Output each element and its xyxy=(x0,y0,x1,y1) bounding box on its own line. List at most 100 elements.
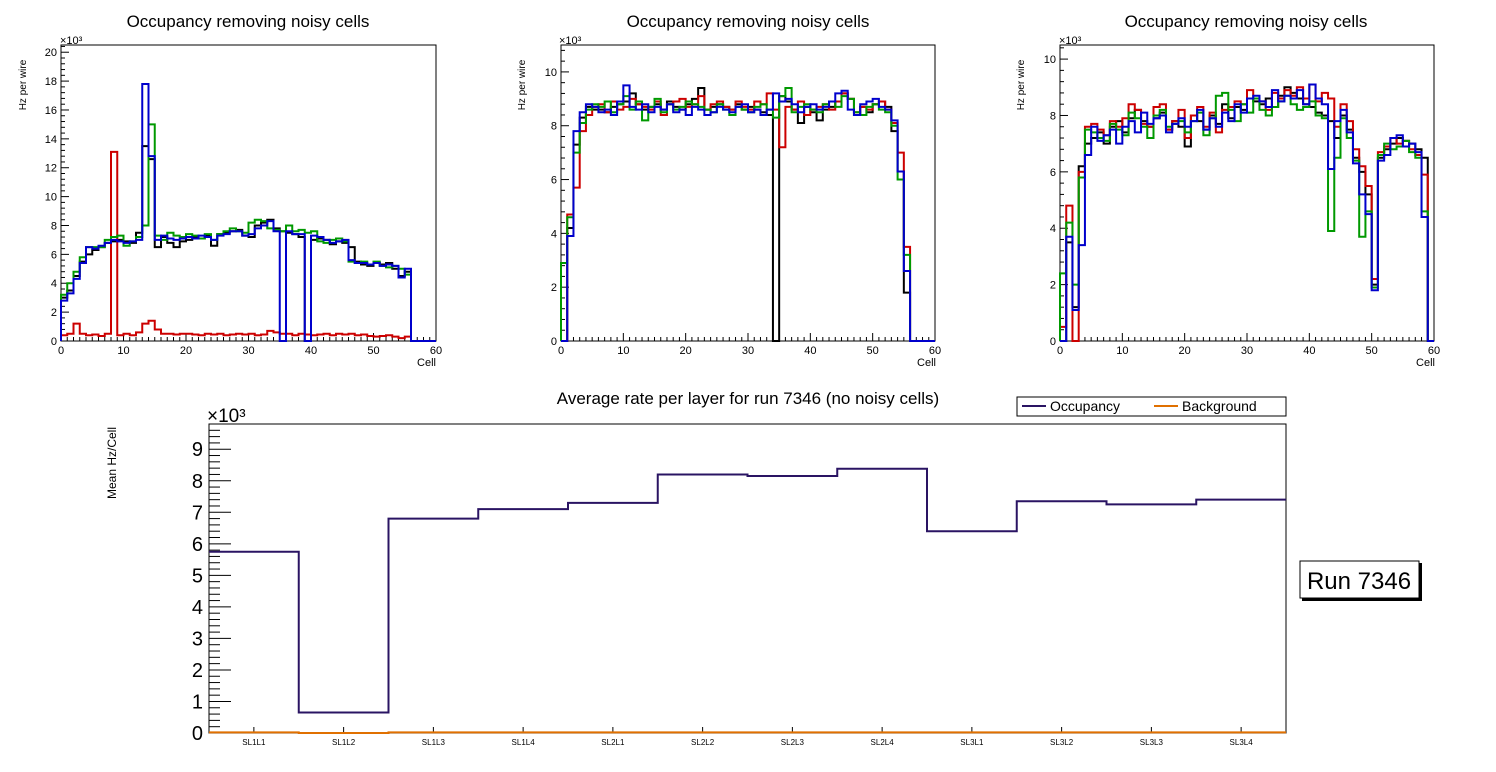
series-layer4 xyxy=(561,84,935,342)
series-layer4 xyxy=(60,82,436,342)
legend-box xyxy=(1016,396,1287,417)
y-tick-label: 6 xyxy=(51,249,57,261)
y-tick-label: 2 xyxy=(1050,280,1056,292)
x-category-label: SL3L3 xyxy=(1140,738,1164,747)
plot-frame xyxy=(208,423,1287,734)
exponent-label: ×10³ xyxy=(1059,35,1082,47)
y-tick-label: 10 xyxy=(545,67,557,79)
x-tick-label: 30 xyxy=(742,345,754,357)
series-background xyxy=(209,731,1286,734)
y-tick-label: 12 xyxy=(45,163,57,175)
x-tick-label: 40 xyxy=(1303,345,1315,357)
x-tick-label: 20 xyxy=(680,345,692,357)
y-tick-label: 20 xyxy=(45,47,57,59)
x-category-label: SL1L4 xyxy=(512,738,536,747)
y-tick-label: 4 xyxy=(192,597,203,619)
y-tick-label: 6 xyxy=(192,534,203,556)
y-tick-label: 14 xyxy=(45,134,57,146)
series-occupancy xyxy=(209,467,1286,714)
y-axis-label: Hz per wire xyxy=(1016,59,1027,110)
series-group xyxy=(60,82,436,342)
y-tick-label: 4 xyxy=(1050,223,1056,235)
panel-title: Occupancy removing noisy cells xyxy=(627,12,870,31)
x-tick-label: 10 xyxy=(117,345,129,357)
x-tick-label: 60 xyxy=(430,345,442,357)
series-group xyxy=(1059,83,1434,342)
top-right-occupancy-panel: Occupancy removing noisy cells ×10³ Hz p… xyxy=(1016,12,1440,369)
exponent-label: ×10³ xyxy=(60,35,83,47)
y-tick-label: 9 xyxy=(192,439,203,461)
x-axis-label: Cell xyxy=(1416,357,1435,369)
x-tick-label: 0 xyxy=(558,345,564,357)
x-category-label: SL3L2 xyxy=(1050,738,1074,747)
y-tick-label: 4 xyxy=(551,228,557,240)
exponent-label: ×10³ xyxy=(207,406,246,427)
y-tick-label: 1 xyxy=(192,691,203,713)
x-tick-label: 60 xyxy=(929,345,941,357)
y-tick-label: 8 xyxy=(551,121,557,133)
x-tick-label: 20 xyxy=(180,345,192,357)
x-category-label: SL1L3 xyxy=(422,738,446,747)
y-tick-label: 8 xyxy=(51,220,57,232)
x-tick-label: 50 xyxy=(867,345,879,357)
x-category-label: SL2L4 xyxy=(871,738,895,747)
series-group xyxy=(560,84,935,342)
x-axis-label: Cell xyxy=(917,357,936,369)
y-tick-label: 2 xyxy=(192,660,203,682)
series-layer2 xyxy=(561,92,935,342)
average-rate-panel: Average rate per layer for run 7346 (no … xyxy=(105,389,1422,747)
x-category-label: SL2L1 xyxy=(601,738,625,747)
y-tick-label: 6 xyxy=(1050,167,1056,179)
top-middle-occupancy-panel: Occupancy removing noisy cells ×10³ Hz p… xyxy=(517,12,941,369)
y-axis-label: Hz per wire xyxy=(517,59,528,110)
y-tick-label: 4 xyxy=(51,278,57,290)
x-tick-label: 10 xyxy=(617,345,629,357)
y-tick-label: 0 xyxy=(192,723,203,745)
x-tick-label: 40 xyxy=(305,345,317,357)
y-tick-label: 3 xyxy=(192,628,203,650)
axis-ticks: 0 10 20 30 40 50 60 0 2 4 6 8 10 xyxy=(545,49,941,357)
legend: Occupancy Background xyxy=(1016,396,1287,417)
y-tick-label: 18 xyxy=(45,76,57,88)
y-tick-label: 0 xyxy=(1050,336,1056,348)
x-tick-label: 50 xyxy=(367,345,379,357)
series-group xyxy=(209,467,1286,734)
y-axis-label: Hz per wire xyxy=(18,59,29,110)
x-category-label: SL2L2 xyxy=(691,738,715,747)
axis-ticks: 0 1 2 3 4 5 6 7 8 9 SL1L1 SL1L2 SL1L3 SL1L4 SL2L1 SL2L2… xyxy=(192,423,1254,747)
panel-title: Average rate per layer for run 7346 (no … xyxy=(557,389,939,408)
series-layer3 xyxy=(560,87,935,342)
y-tick-label: 7 xyxy=(192,502,203,524)
series-layer1 xyxy=(561,87,935,342)
x-category-label: SL2L3 xyxy=(781,738,805,747)
series-layer4 xyxy=(1060,83,1434,342)
y-tick-label: 10 xyxy=(1044,54,1056,66)
y-tick-label: 16 xyxy=(45,105,57,117)
x-category-label: SL1L1 xyxy=(242,738,266,747)
y-tick-label: 2 xyxy=(551,282,557,294)
y-tick-label: 6 xyxy=(551,175,557,187)
y-axis-label: Mean Hz/Cell xyxy=(105,427,119,499)
series-layer3 xyxy=(60,123,436,342)
series-layer2 xyxy=(60,150,436,342)
y-tick-label: 0 xyxy=(551,336,557,348)
run-box xyxy=(1299,560,1420,599)
exponent-label: ×10³ xyxy=(559,35,582,47)
axis-ticks: 0 10 20 30 40 50 60 0 2 4 6 8 10 12 14 16 18 20 xyxy=(45,45,442,357)
run-annotation: Run 7346 xyxy=(1299,560,1422,601)
panel-title: Occupancy removing noisy cells xyxy=(1125,12,1368,31)
x-tick-label: 20 xyxy=(1179,345,1191,357)
x-tick-label: 0 xyxy=(1057,345,1063,357)
x-category-label: SL3L1 xyxy=(960,738,984,747)
x-tick-label: 30 xyxy=(1241,345,1253,357)
x-tick-label: 0 xyxy=(58,345,64,357)
y-tick-label: 2 xyxy=(51,307,57,319)
x-tick-label: 30 xyxy=(242,345,254,357)
y-tick-label: 8 xyxy=(192,471,203,493)
x-tick-label: 40 xyxy=(804,345,816,357)
y-tick-label: 0 xyxy=(51,336,57,348)
x-category-label: SL3L4 xyxy=(1230,738,1254,747)
y-tick-label: 5 xyxy=(192,565,203,587)
plot-frame xyxy=(560,44,936,342)
panel-title: Occupancy removing noisy cells xyxy=(127,12,370,31)
